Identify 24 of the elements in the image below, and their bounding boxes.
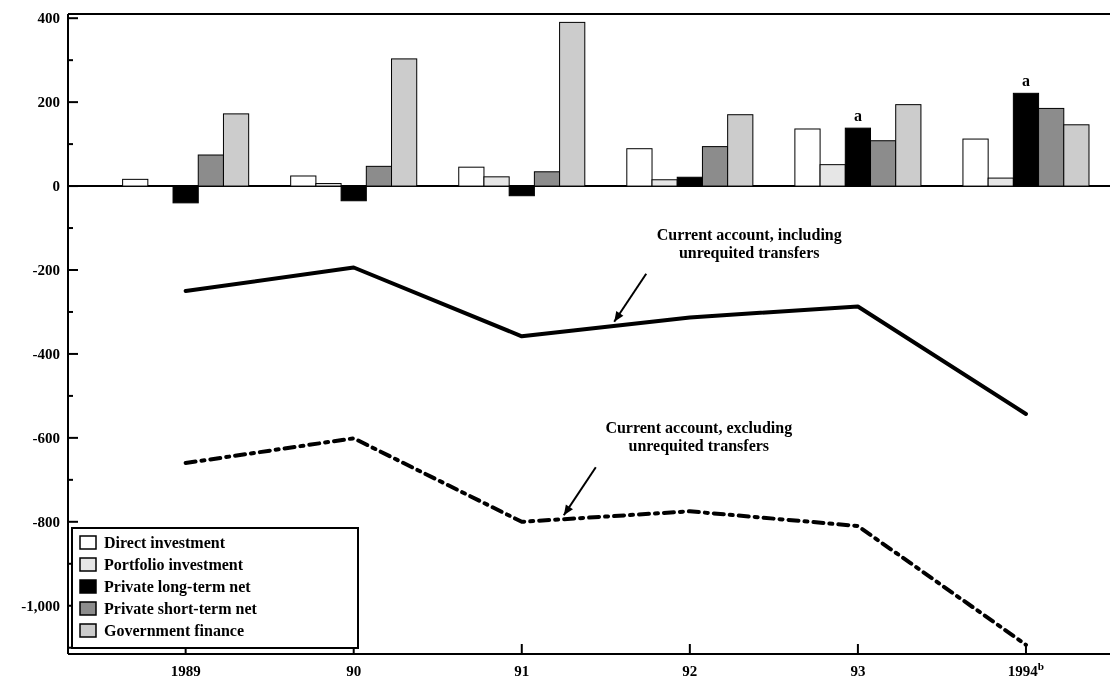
y-tick-label: -600: [32, 430, 60, 447]
y-tick-label: 400: [37, 10, 60, 27]
y-tick-label: -200: [32, 262, 60, 279]
x-tick-label: 91: [514, 663, 530, 679]
annotation: Current account, including unrequited transfers: [656, 225, 842, 262]
y-tick-label: -1,000: [21, 597, 60, 614]
legend-label: Private short-term net: [104, 600, 258, 617]
y-tick-label: -400: [32, 346, 60, 363]
y-tick-label: 0: [52, 178, 60, 195]
legend-label: Portfolio investment: [104, 556, 244, 573]
annotation: Current account, excluding unrequited transfers: [605, 419, 793, 456]
annotation: a: [1021, 72, 1030, 90]
legend-label: Government finance: [104, 622, 244, 639]
y-tick-label: 200: [37, 94, 60, 111]
y-tick-label: -800: [32, 514, 60, 531]
x-tick-label: 90: [346, 663, 362, 679]
legend-label: Private long-term net: [104, 578, 252, 596]
line-series: [183, 265, 1028, 416]
annotation: a: [853, 107, 862, 125]
x-tick-label: 92: [682, 663, 698, 679]
x-tick-label: 93: [850, 663, 866, 679]
x-tick-label: 1989: [170, 663, 201, 679]
legend-label: Direct investment: [104, 534, 226, 551]
x-tick-label: 1994$^{b}$: [1007, 660, 1045, 679]
